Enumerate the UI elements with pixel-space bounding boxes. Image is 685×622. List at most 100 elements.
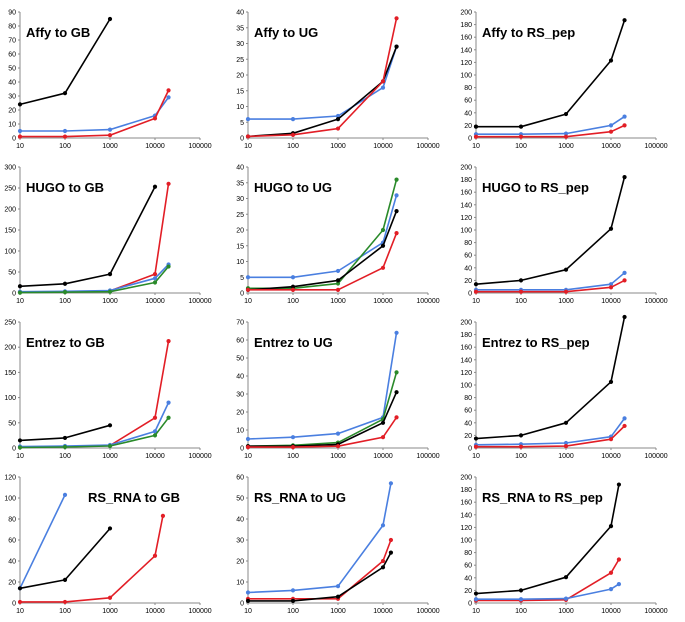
hugo-to-rs-pep-series-blue-point — [622, 270, 627, 275]
hugo-to-rs-pep-y-tick-label: 80 — [464, 240, 472, 247]
hugo-to-gb-series-black-point — [62, 281, 68, 286]
affy-to-rs-pep-series-red-point — [622, 123, 627, 128]
hugo-to-rs-pep-y-tick-label: 160 — [460, 190, 472, 197]
entrez-to-ug-x-tick-label: 1000 — [330, 453, 346, 460]
rs-rna-to-rs-pep-series-blue-point — [616, 582, 622, 587]
hugo-to-rs-pep-x-tick-label: 1000 — [558, 298, 574, 305]
affy-to-rs-pep-y-tick-label: 160 — [460, 35, 472, 42]
rs-rna-to-gb-x-tick-label: 100000 — [188, 608, 211, 615]
entrez-to-rs-pep-y-tick-label: 120 — [460, 370, 472, 377]
entrez-to-gb-x-tick-label: 10000 — [145, 453, 165, 460]
panel-affy-to-rs-pep: 0 20 40 60 80 100 120 140 160 180 200 10 100 1000 1000… — [456, 0, 685, 157]
affy-to-ug-series-red-point — [394, 16, 399, 21]
entrez-to-gb-x-tick-label: 100 — [59, 453, 71, 460]
affy-to-gb-x-tick-label: 100 — [59, 143, 71, 150]
affy-to-gb-series-black-point — [62, 91, 68, 96]
affy-to-rs-pep-series-red-point — [518, 134, 524, 139]
affy-to-rs-pep-series-black-point — [473, 124, 479, 129]
rs-rna-to-rs-pep-series-red-point — [616, 557, 622, 562]
rs-rna-to-gb-x-tick-label: 10 — [16, 608, 24, 615]
hugo-to-rs-pep-y-tick-label: 20 — [464, 278, 472, 285]
rs-rna-to-ug-series-black-point — [245, 598, 251, 603]
hugo-to-gb-series-red-point — [152, 272, 158, 277]
rs-rna-to-rs-pep-y-tick-label: 80 — [464, 550, 472, 557]
entrez-to-rs-pep-x-tick-label: 1000 — [558, 453, 574, 460]
hugo-to-ug-series-red-point — [335, 287, 341, 292]
rs-rna-to-rs-pep-series-black-point — [608, 524, 614, 529]
hugo-to-ug-series-blue-point — [245, 275, 251, 280]
affy-to-gb-series-red-point — [17, 134, 23, 139]
hugo-to-ug-y-tick-label: 20 — [236, 228, 244, 235]
chart-entrez-to-rs-pep: 0 20 40 60 80 100 120 140 160 180 200 10 100 1000 1000… — [460, 314, 668, 460]
rs-rna-to-ug-series-blue-point — [245, 590, 251, 595]
hugo-to-rs-pep-series-red-point — [473, 289, 479, 294]
entrez-to-ug-series-red-point — [290, 445, 296, 450]
hugo-to-ug-x-tick-label: 100000 — [416, 298, 439, 305]
entrez-to-rs-pep-series-black-point — [608, 379, 614, 384]
affy-to-ug-y-tick-label: 5 — [240, 120, 244, 127]
hugo-to-gb-series-blue-point — [152, 276, 158, 281]
affy-to-rs-pep-x-tick-label: 100 — [515, 143, 527, 150]
entrez-to-gb-y-tick-label: 150 — [4, 370, 16, 377]
entrez-to-ug-series-red-point — [380, 435, 386, 440]
rs-rna-to-gb-series-blue-point — [62, 492, 68, 497]
entrez-to-rs-pep-x-tick-label: 100000 — [644, 453, 667, 460]
entrez-to-gb-y-tick-label: 200 — [4, 345, 16, 352]
hugo-to-ug-series-red-point — [394, 231, 399, 236]
entrez-to-rs-pep-y-tick-label: 100 — [460, 383, 472, 390]
rs-rna-to-rs-pep-x-tick-label: 1000 — [558, 608, 574, 615]
affy-to-ug-series-blue-point — [245, 117, 251, 122]
affy-to-gb-series-black-point — [107, 16, 113, 22]
chart-rs-rna-to-rs-pep: 0 20 40 60 80 100 120 140 160 180 200 10 100 1000 1000… — [460, 475, 667, 616]
entrez-to-rs-pep-series-blue-point — [622, 416, 627, 421]
hugo-to-gb-series-black-point — [17, 284, 23, 289]
rs-rna-to-gb-series-red-line — [20, 515, 164, 603]
entrez-to-ug-y-tick-label: 30 — [236, 392, 244, 399]
chart-rs-rna-to-gb: 0 20 40 60 80 100 120 10 100 1000 10000 100000 RS_RN… — [4, 475, 211, 616]
hugo-to-rs-pep-y-tick-label: 40 — [464, 265, 472, 272]
hugo-to-gb-y-tick-label: 50 — [8, 270, 16, 277]
entrez-to-rs-pep-y-tick-label: 80 — [464, 395, 472, 402]
affy-to-ug-series-blue-line — [248, 46, 398, 120]
hugo-to-ug-title: HUGO to UG — [254, 180, 332, 195]
rs-rna-to-ug-y-tick-label: 10 — [236, 580, 244, 587]
hugo-to-gb-x-tick-label: 100000 — [188, 298, 211, 305]
chart-entrez-to-gb: 0 50 100 150 200 250 10 100 1000 10000 100000 Entre… — [4, 320, 211, 461]
rs-rna-to-rs-pep-x-tick-label: 10 — [472, 608, 480, 615]
affy-to-rs-pep-x-tick-label: 1000 — [558, 143, 574, 150]
affy-to-gb-series-red-point — [62, 134, 68, 139]
entrez-to-gb-series-red-point — [166, 339, 171, 344]
affy-to-gb-series-blue-point — [107, 127, 113, 132]
affy-to-ug-series-blue-point — [380, 85, 386, 90]
entrez-to-ug-series-red-point — [245, 445, 251, 450]
hugo-to-rs-pep-series-red-point — [608, 285, 614, 290]
hugo-to-rs-pep-series-black-point — [518, 278, 524, 283]
rs-rna-to-rs-pep-x-tick-label: 10000 — [601, 608, 621, 615]
entrez-to-ug-y-tick-label: 60 — [236, 338, 244, 345]
affy-to-gb-series-blue-point — [166, 95, 171, 100]
hugo-to-rs-pep-series-black-point — [473, 282, 479, 287]
affy-to-rs-pep-y-tick-label: 180 — [460, 22, 472, 29]
rs-rna-to-ug-series-black-point — [380, 565, 386, 570]
affy-to-gb-y-tick-label: 0 — [12, 136, 16, 143]
rs-rna-to-gb-series-blue-line — [19, 494, 66, 589]
hugo-to-ug-series-red-point — [290, 287, 296, 292]
hugo-to-gb-series-green-point — [152, 280, 158, 285]
hugo-to-rs-pep-y-tick-label: 140 — [460, 202, 472, 209]
rs-rna-to-ug-series-blue-point — [380, 523, 386, 528]
hugo-to-gb-x-tick-label: 10000 — [145, 298, 165, 305]
entrez-to-gb-x-tick-label: 10 — [16, 453, 24, 460]
rs-rna-to-gb-y-tick-label: 60 — [8, 538, 16, 545]
rs-rna-to-gb-y-tick-label: 40 — [8, 559, 16, 566]
entrez-to-gb-series-blue-point — [152, 429, 158, 434]
entrez-to-ug-series-black-point — [380, 420, 386, 425]
hugo-to-rs-pep-series-black-point — [608, 226, 614, 231]
entrez-to-gb-series-green-point — [152, 433, 158, 438]
rs-rna-to-ug-title: RS_RNA to UG — [254, 490, 346, 505]
entrez-to-gb-series-red-point — [152, 415, 158, 420]
entrez-to-ug-x-tick-label: 10000 — [373, 453, 393, 460]
rs-rna-to-ug-series-red-point — [380, 558, 386, 564]
hugo-to-gb-series-black-point — [152, 184, 158, 189]
